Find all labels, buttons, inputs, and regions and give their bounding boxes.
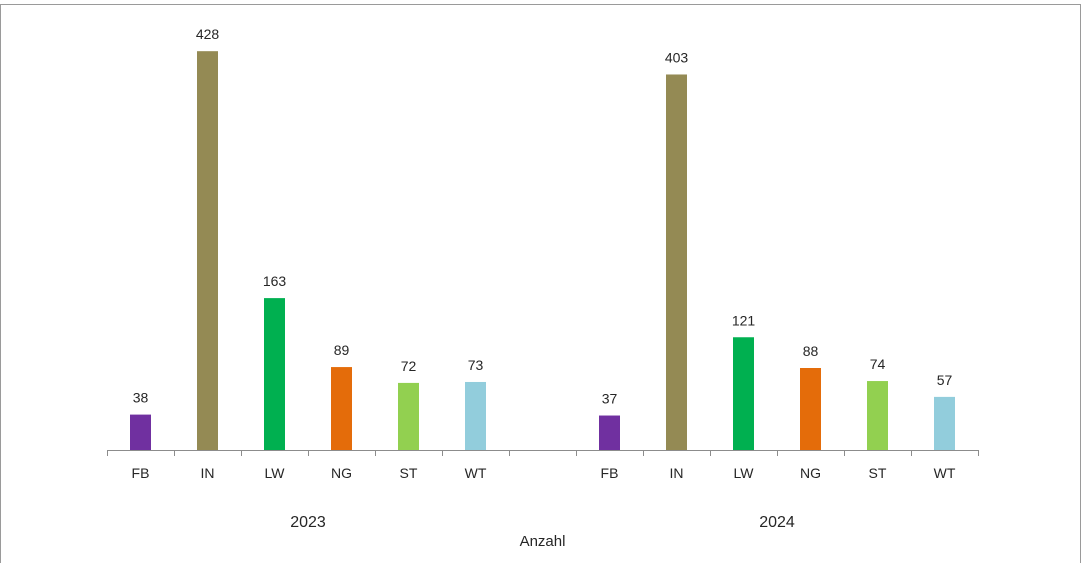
labels-layer: 38 FB 428 IN 163 LW 89 NG 72 ST 73 WT 37 FB 403 IN 121 LW…: [132, 26, 956, 531]
bar-2023-wt: [465, 381, 486, 450]
x-tick-label-2023-lw: LW: [265, 465, 286, 481]
bar-2023-lw: [264, 298, 285, 450]
bar-2023-in: [197, 51, 218, 450]
group-label-2024: 2024: [759, 514, 795, 531]
x-tick-label-2024-ng: NG: [800, 465, 821, 481]
x-tick-label-2023-ng: NG: [331, 465, 352, 481]
x-axis-title: Anzahl: [520, 533, 566, 550]
data-label-2023-in: 428: [196, 26, 220, 42]
data-label-2024-wt: 57: [937, 372, 953, 388]
x-tick-label-2023-in: IN: [201, 465, 215, 481]
data-label-2024-fb: 37: [602, 391, 618, 407]
x-tick-label-2024-in: IN: [670, 465, 684, 481]
data-label-2024-ng: 88: [803, 343, 819, 359]
data-label-2023-fb: 38: [133, 390, 149, 406]
x-tick-label-2024-fb: FB: [601, 465, 619, 481]
data-label-2024-st: 74: [870, 356, 886, 372]
bar-2023-ng: [331, 367, 352, 450]
bar-2024-in: [666, 74, 687, 451]
chart-frame: [0, 4, 1081, 563]
bar-2024-lw: [733, 337, 754, 450]
x-tick-label-2024-wt: WT: [934, 465, 956, 481]
group-label-2023: 2023: [290, 514, 326, 531]
bar-2023-fb: [130, 414, 151, 450]
x-tick-label-2023-st: ST: [400, 465, 418, 481]
x-tick-label-2024-st: ST: [869, 465, 887, 481]
data-label-2023-wt: 73: [468, 357, 484, 373]
data-label-2024-in: 403: [665, 49, 689, 65]
x-tick-label-2023-fb: FB: [132, 465, 150, 481]
x-tick-label-2024-lw: LW: [734, 465, 755, 481]
bar-2023-st: [398, 382, 419, 450]
bars-layer: [130, 51, 955, 451]
data-label-2023-lw: 163: [263, 273, 287, 289]
data-label-2023-st: 72: [401, 358, 417, 374]
bar-2024-wt: [934, 396, 955, 450]
data-label-2024-lw: 121: [732, 312, 756, 328]
x-tick-label-2023-wt: WT: [465, 465, 487, 481]
data-label-2023-ng: 89: [334, 342, 350, 358]
bar-2024-ng: [800, 368, 821, 450]
bar-2024-st: [867, 381, 888, 450]
bar-2024-fb: [599, 415, 620, 450]
